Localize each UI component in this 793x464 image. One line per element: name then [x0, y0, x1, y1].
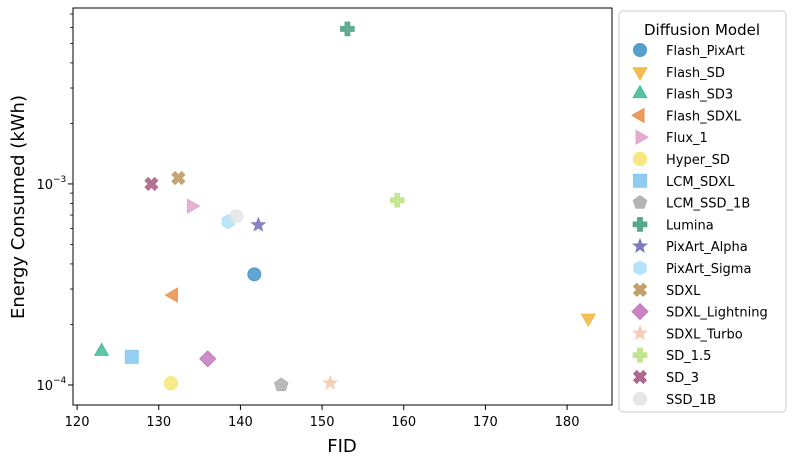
legend-marker-flash-sd — [632, 67, 648, 81]
data-point-sdxl-lightning — [199, 350, 217, 368]
legend-item: Flash_SD3 — [632, 84, 733, 103]
legend-label: Flash_SDXL — [666, 109, 742, 124]
legend-item: Flash_PixArt — [633, 43, 745, 59]
legend-marker-flash-sd3 — [632, 84, 648, 99]
legend-label: SDXL — [666, 284, 701, 299]
legend-frame — [618, 10, 787, 413]
legend-item: PixArt_Sigma — [633, 260, 751, 277]
x-tick-label: 150 — [310, 415, 335, 430]
data-point-flash-pixart — [247, 267, 262, 282]
legend-marker-sd-1-5 — [632, 347, 648, 363]
y-tick-exponent: −4 — [53, 376, 67, 386]
legend-label: Flux_1 — [666, 131, 708, 146]
legend-item: Flash_SD — [632, 66, 725, 81]
data-point-ssd-1b — [229, 209, 244, 224]
legend-item: SDXL — [632, 282, 701, 299]
x-tick-label: 140 — [228, 415, 253, 430]
data-point-sd-3 — [144, 176, 159, 191]
legend: Diffusion Model Flash_PixArtFlash_SDFlas… — [618, 10, 787, 413]
legend-item: LCM_SSD_1B — [632, 194, 750, 212]
legend-marker-lumina — [632, 217, 648, 232]
legend-label: Lumina — [666, 218, 714, 233]
x-tick-label: 120 — [65, 415, 90, 430]
legend-item: SDXL_Turbo — [632, 325, 743, 342]
legend-label: SSD_1B — [666, 393, 716, 408]
legend-marker-sdxl-turbo — [632, 325, 648, 341]
y-tick-base: 10 — [36, 379, 53, 394]
legend-marker-pixart-alpha — [632, 237, 648, 253]
legend-item: Flux_1 — [635, 129, 708, 146]
legend-label: LCM_SSD_1B — [666, 197, 750, 212]
legend-marker-lcm-ssd-1b — [632, 194, 648, 209]
legend-item: LCM_SDXL — [633, 173, 735, 190]
legend-item: Flash_SDXL — [631, 107, 742, 124]
legend-item: Lumina — [632, 217, 714, 233]
legend-marker-hyper-sd — [633, 152, 647, 166]
legend-label: SD_1.5 — [666, 349, 711, 364]
legend-label: Flash_SD — [666, 66, 725, 81]
legend-marker-flash-sdxl — [631, 107, 645, 124]
plot-area: 120 130 140 150 160 170 180 10−410−3 — [36, 7, 613, 430]
y-axis-label: Energy Consumed (kWh) — [8, 95, 29, 319]
data-point-lumina — [340, 21, 355, 37]
legend-label: PixArt_Sigma — [666, 262, 751, 277]
y-axis: 10−410−3 — [36, 13, 73, 394]
legend-item: SD_1.5 — [632, 347, 711, 364]
y-tick-label: 10 −3 — [36, 175, 66, 193]
legend-item: SD_3 — [632, 369, 699, 386]
data-point-sdxl-turbo — [322, 374, 339, 391]
legend-marker-flash-pixart — [633, 43, 647, 57]
legend-label: Flash_PixArt — [666, 44, 745, 59]
axes-frame — [72, 7, 613, 406]
legend-item: Hyper_SD — [633, 152, 730, 168]
data-point-hyper-sd — [164, 376, 178, 391]
legend-label: PixArt_Alpha — [666, 240, 748, 255]
legend-marker-lcm-sdxl — [633, 173, 647, 188]
legend-label: LCM_SDXL — [666, 175, 735, 190]
legend-label: Flash_SD3 — [666, 88, 733, 103]
legend-marker-ssd-1b — [633, 391, 647, 406]
data-point-sd-1-5 — [389, 192, 405, 208]
y-tick-label: 10 −4 — [36, 376, 66, 394]
legend-item: PixArt_Alpha — [632, 237, 748, 255]
x-tick-label: 180 — [555, 415, 580, 430]
data-point-flash-sdxl — [164, 287, 178, 303]
legend-label: SDXL_Turbo — [666, 327, 743, 342]
legend-label: SD_3 — [666, 371, 699, 386]
legend-label: Hyper_SD — [666, 153, 730, 168]
legend-marker-flux-1 — [635, 129, 649, 145]
legend-marker-sdxl — [632, 282, 648, 297]
data-point-lcm-ssd-1b — [274, 377, 289, 392]
legend-items: Flash_PixArt Flash_SD Flash_SD3 Flash_SDXL F… — [631, 43, 768, 408]
data-point-flash-sd3 — [93, 342, 110, 356]
x-axis-label: FID — [327, 436, 357, 457]
y-tick-exponent: −3 — [53, 175, 66, 185]
data-point-pixart-alpha — [250, 216, 267, 232]
legend-marker-sdxl-lightning — [631, 302, 649, 321]
legend-label: SDXL_Lightning — [666, 306, 768, 321]
data-point-flash-sd — [580, 313, 597, 328]
data-point-flux-1 — [186, 198, 201, 214]
x-tick-label: 130 — [146, 415, 171, 430]
x-tick-label: 160 — [391, 415, 416, 430]
legend-item: SDXL_Lightning — [631, 302, 768, 321]
x-tick-label: 170 — [473, 415, 498, 430]
x-axis: 120 130 140 150 160 170 180 — [65, 405, 580, 430]
y-tick-base: 10 — [36, 178, 53, 193]
legend-title: Diffusion Model — [644, 21, 760, 39]
legend-marker-pixart-sigma — [633, 260, 647, 276]
data-point-sdxl — [171, 170, 186, 186]
data-points — [93, 21, 597, 392]
legend-marker-sd-3 — [632, 369, 648, 385]
data-point-lcm-sdxl — [124, 349, 139, 364]
legend-item: SSD_1B — [633, 391, 716, 408]
